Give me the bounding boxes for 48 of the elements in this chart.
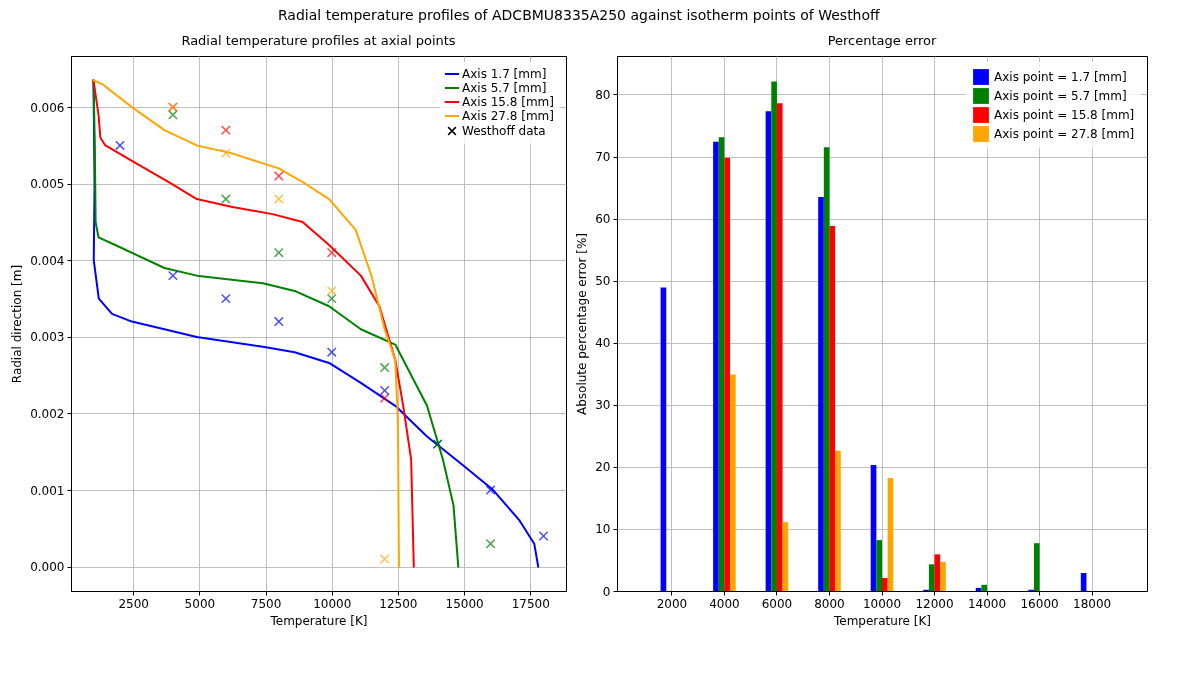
x-tick-label: 5000: [184, 596, 216, 611]
y-tick-label: 0.005: [30, 177, 65, 192]
x-tick-label: 10000: [313, 596, 352, 611]
y-tick-label: 20: [595, 460, 611, 475]
legend-label: Axis point = 1.7 [mm]: [994, 70, 1127, 84]
x-tick-label: 2000: [656, 596, 688, 611]
x-tick-label: 16000: [1020, 596, 1059, 611]
y-tick-label: 0.000: [30, 560, 65, 575]
y-tick-label: 0.001: [30, 483, 65, 498]
y-tick-label: 0: [602, 584, 611, 599]
y-tick-label: 70: [595, 150, 611, 165]
y-tick-label: 0.003: [30, 330, 65, 345]
y-axis-title: Radial direction [m]: [10, 264, 25, 384]
y-tick-label: 0.002: [30, 406, 65, 421]
text: Radial temperature profiles of ADCBMU8335A250 against isotherm points of Westhoff: [277, 6, 881, 23]
y-tick-label: 40: [595, 336, 611, 351]
legend-label: Axis point = 27.8 [mm]: [994, 127, 1135, 141]
x-axis-title: Temperature [K]: [269, 613, 368, 628]
y-tick-label: 30: [595, 398, 611, 413]
legend-label: Axis 15.8 [mm]: [462, 95, 554, 109]
x-axis-title: Temperature [K]: [832, 613, 932, 628]
x-tick-label: 14000: [967, 596, 1007, 611]
x-tick-label: 15000: [445, 596, 484, 611]
x-tick-label: 7500: [250, 596, 282, 611]
y-tick-label: 60: [595, 212, 611, 227]
legend-label: Axis 1.7 [mm]: [462, 67, 547, 81]
legend-title: Westhoff data: [462, 124, 546, 138]
x-tick-label: 17500: [511, 596, 550, 611]
x-tick-label: 18000: [1073, 596, 1112, 611]
x-tick-label: 12000: [915, 596, 954, 611]
x-tick-label: 4000: [709, 596, 740, 611]
legend-label: Axis 27.8 [mm]: [462, 109, 554, 123]
y-tick-label: 0.004: [30, 253, 65, 268]
y-axis-title: Absolute percentage error [%]: [575, 232, 590, 416]
chart-title: Radial temperature profiles at axial points: [181, 33, 456, 48]
x-tick-label: 2500: [118, 596, 149, 611]
y-tick-label: 10: [595, 522, 611, 537]
y-tick-label: 0.006: [30, 100, 65, 115]
chart-title: Percentage error: [827, 33, 938, 48]
x-tick-label: 10000: [862, 596, 902, 611]
x-tick-label: 12500: [379, 596, 418, 611]
y-tick-label: 80: [595, 87, 611, 102]
x-tick-label: 8000: [814, 596, 845, 611]
y-tick-label: 50: [595, 274, 611, 289]
legend-label: Axis point = 5.7 [mm]: [994, 89, 1127, 103]
legend-label: Axis 5.7 [mm]: [462, 81, 547, 95]
x-tick-label: 6000: [761, 596, 793, 611]
legend-label: Axis point = 15.8 [mm]: [994, 108, 1135, 122]
